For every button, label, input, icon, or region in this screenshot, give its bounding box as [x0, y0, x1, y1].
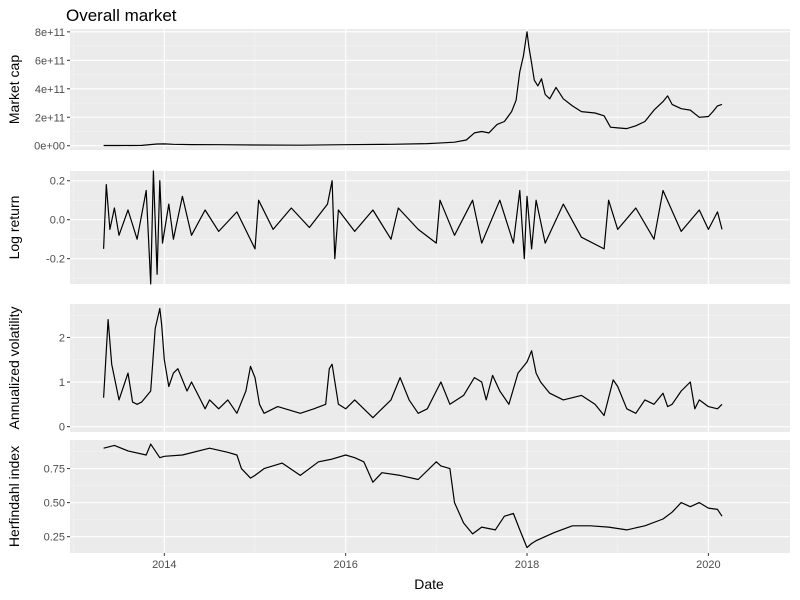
y-tick-label: 0.75	[44, 464, 65, 476]
panel-1: 0e+00 2e+11 4e+11 6e+11 8e+11 Market cap	[6, 27, 790, 153]
panel-3: 0 1 2 Annualized volatility	[6, 304, 790, 434]
y-tick-label: 2e+11	[35, 112, 65, 124]
panel-background	[70, 29, 790, 150]
series-line	[103, 307, 723, 419]
series-line	[103, 170, 723, 285]
y-axis-label: Annualized volatility	[6, 307, 22, 430]
y-tick-label: 0e+00	[34, 141, 65, 153]
y-tick-label: 0	[59, 422, 65, 434]
series-line	[103, 31, 723, 147]
y-tick-label: 0.25	[44, 532, 65, 544]
x-axis-label: Date	[414, 576, 444, 592]
series-line	[103, 443, 723, 549]
y-tick-label: -0.2	[46, 254, 65, 266]
panel-background	[70, 304, 790, 432]
x-tick-label: 2016	[333, 559, 357, 571]
y-axis-label: Market cap	[6, 55, 22, 124]
panel-background	[70, 440, 790, 553]
x-tick-label: 2014	[152, 559, 176, 571]
y-tick-label: 0.0	[50, 215, 65, 227]
y-tick-label: 1	[59, 377, 65, 389]
y-axis-label: Herfindahl index	[6, 446, 22, 547]
y-tick-label: 2	[59, 332, 65, 344]
chart-panels: 0e+00 2e+11 4e+11 6e+11 8e+11 Market cap -0.2 0…	[6, 27, 790, 553]
y-tick-label: 0.2	[50, 176, 65, 188]
y-axis-label: Log return	[6, 196, 22, 260]
y-tick-label: 4e+11	[35, 84, 65, 96]
panel-2: -0.2 0.0 0.2 Log return	[6, 170, 790, 285]
x-tick-label: 2020	[696, 559, 720, 571]
y-tick-label: 0.50	[44, 498, 65, 510]
x-tick-label: 2018	[515, 559, 539, 571]
chart-title: Overall market	[66, 6, 177, 25]
x-axis: 2014 2016 2018 2020	[152, 553, 721, 571]
panel-background	[70, 171, 790, 284]
y-tick-label: 8e+11	[35, 27, 65, 39]
y-tick-label: 6e+11	[35, 55, 65, 67]
panel-4: 0.25 0.50 0.75 Herfindahl index	[6, 440, 790, 553]
